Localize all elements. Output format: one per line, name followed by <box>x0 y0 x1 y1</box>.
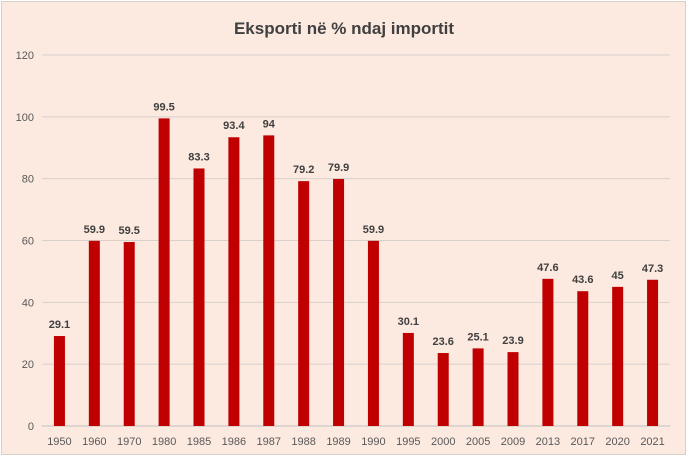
data-label-1995: 30.1 <box>398 316 419 328</box>
data-label-1988: 79.2 <box>293 164 314 176</box>
x-tick-label: 2017 <box>571 436 595 448</box>
data-label-2013: 47.6 <box>537 262 558 274</box>
chart-title: Eksporti në % ndaj importit <box>234 19 454 38</box>
x-tick-label: 2005 <box>466 436 490 448</box>
bar-1990 <box>367 240 379 426</box>
x-tick-label: 2020 <box>605 436 629 448</box>
y-tick-label: 60 <box>22 236 34 248</box>
data-label-2017: 43.6 <box>572 274 593 286</box>
x-tick-label: 2013 <box>536 436 560 448</box>
data-label-1980: 99.5 <box>153 101 174 113</box>
data-label-2000: 23.6 <box>433 336 454 348</box>
data-label-1950: 29.1 <box>49 319 70 331</box>
x-tick-label: 1988 <box>291 436 315 448</box>
bar-2017 <box>577 291 589 426</box>
data-label-1970: 59.5 <box>119 225 140 237</box>
y-tick-label: 40 <box>22 297 34 309</box>
x-tick-label: 1995 <box>396 436 420 448</box>
x-tick-label: 2021 <box>640 436 664 448</box>
data-label-2020: 45 <box>612 270 624 282</box>
bars <box>53 118 659 427</box>
bar-2020 <box>612 286 624 426</box>
x-axis-ticks: 1950 1960 1970 1980 1985 1986 1987 1988 1989 1990… <box>47 436 665 448</box>
data-label-1985: 83.3 <box>188 151 209 163</box>
data-labels: 29.1 59.9 59.5 99.5 83.3 93.4 94 79.2 79.9 59.9 30… <box>49 101 664 348</box>
data-label-1989: 79.9 <box>328 162 349 174</box>
bar-1989 <box>333 178 345 426</box>
x-tick-label: 1980 <box>152 436 176 448</box>
data-label-1960: 59.9 <box>84 224 105 236</box>
bar-2000 <box>437 353 449 426</box>
x-tick-label: 1990 <box>361 436 385 448</box>
gridlines <box>42 54 670 427</box>
y-tick-label: 20 <box>22 359 34 371</box>
bar-1986 <box>228 137 240 426</box>
y-tick-label: 0 <box>28 421 34 433</box>
bar-2021 <box>647 279 659 426</box>
y-tick-label: 80 <box>22 174 34 186</box>
x-tick-label: 1985 <box>187 436 211 448</box>
data-label-1987: 94 <box>263 118 276 130</box>
bar-1980 <box>158 118 170 427</box>
bar-1960 <box>88 240 100 426</box>
bar-1988 <box>298 181 310 426</box>
x-tick-label: 1950 <box>47 436 71 448</box>
data-label-1990: 59.9 <box>363 224 384 236</box>
x-tick-label: 1960 <box>82 436 106 448</box>
x-tick-label: 2009 <box>501 436 525 448</box>
bar-1970 <box>123 242 135 426</box>
y-tick-label: 100 <box>16 112 34 124</box>
data-label-2021: 47.3 <box>642 263 663 275</box>
x-tick-label: 1989 <box>326 436 350 448</box>
x-tick-label: 1970 <box>117 436 141 448</box>
bar-1950 <box>53 336 65 426</box>
y-axis-ticks: 0 20 40 60 80 100 120 <box>16 50 34 433</box>
bar-2005 <box>472 348 484 426</box>
data-label-1986: 93.4 <box>223 120 245 132</box>
x-tick-label: 1986 <box>222 436 246 448</box>
bar-2013 <box>542 278 554 426</box>
x-tick-label: 1987 <box>257 436 281 448</box>
x-tick-label: 2000 <box>431 436 455 448</box>
bar-1987 <box>263 135 275 426</box>
bar-1995 <box>402 332 414 426</box>
bar-1985 <box>193 168 205 426</box>
y-tick-label: 120 <box>16 50 34 62</box>
data-label-2009: 23.9 <box>502 335 523 347</box>
bar-2009 <box>507 352 519 426</box>
data-label-2005: 25.1 <box>467 331 488 343</box>
